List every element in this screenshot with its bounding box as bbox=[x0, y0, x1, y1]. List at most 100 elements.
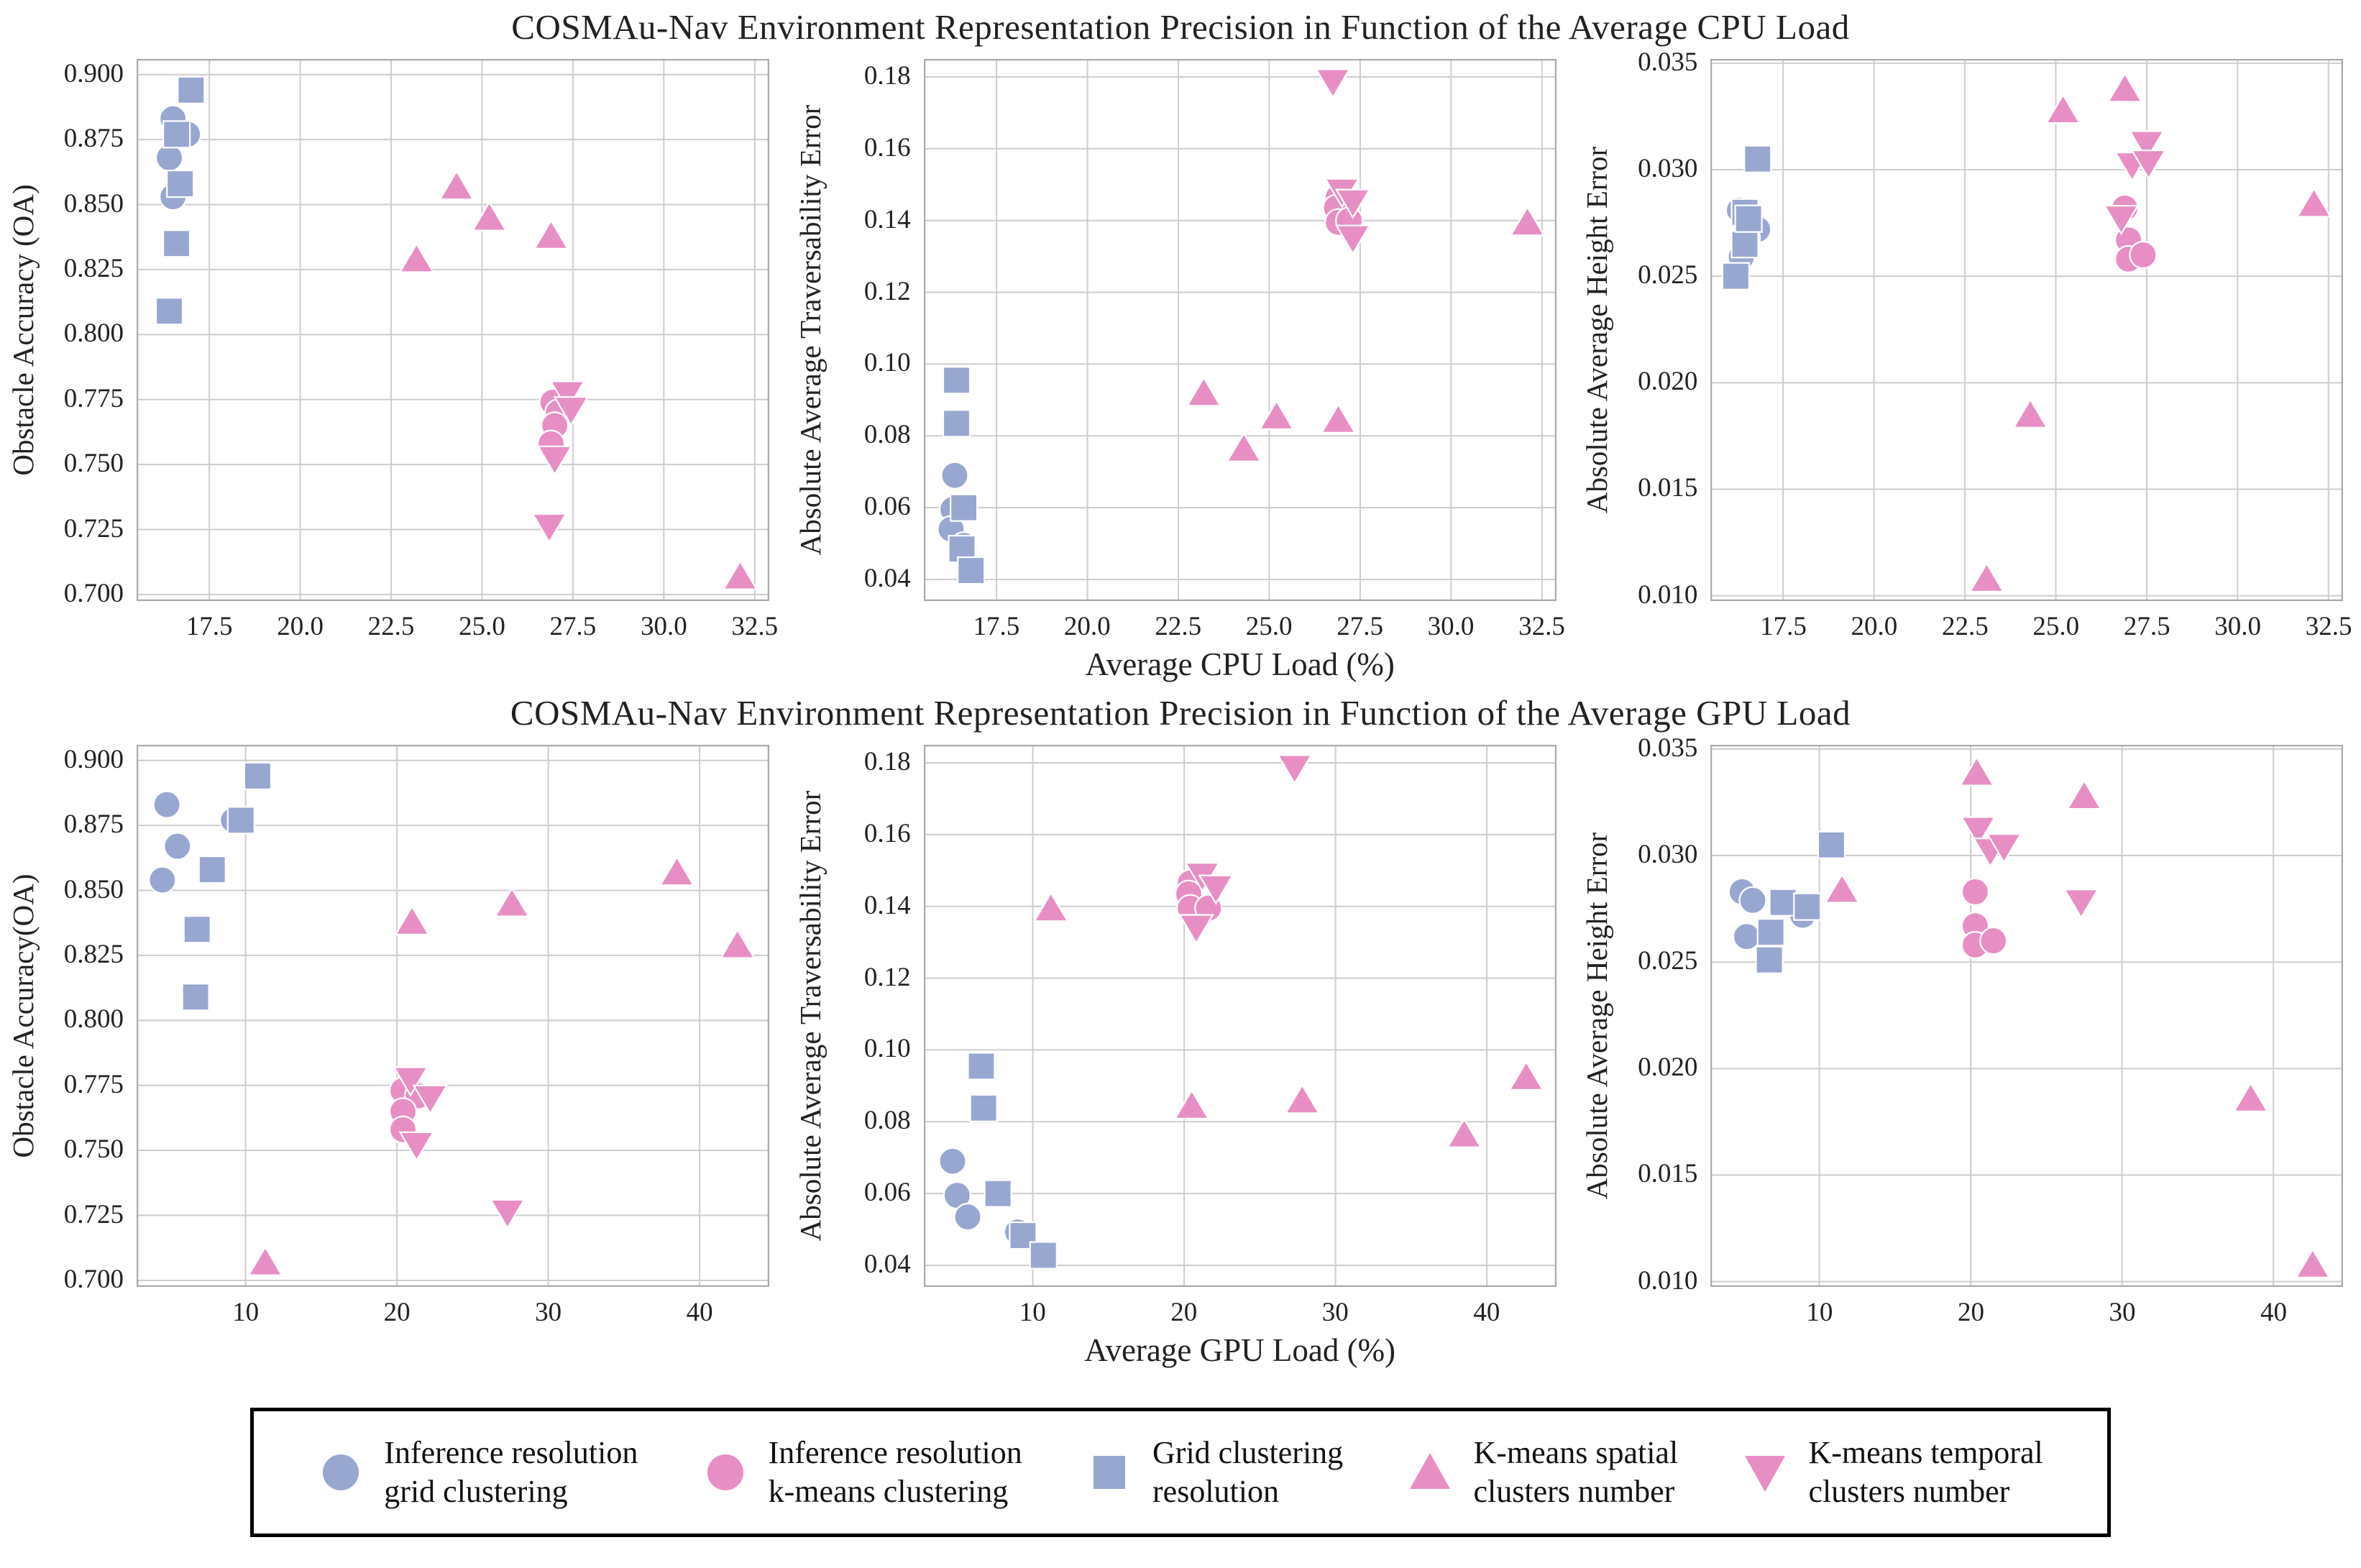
y-tick-label: 0.14 bbox=[863, 204, 911, 234]
plot-area bbox=[1710, 59, 2344, 601]
y-tick-label: 0.08 bbox=[863, 1106, 911, 1136]
data-point-triangle-up bbox=[2045, 93, 2081, 124]
plots-row-cpu: 17.5 20.0 22.5 25.0 27.5 30.0 32.5 0.900 0.875 0.… bbox=[0, 47, 2361, 686]
data-point-square bbox=[969, 1094, 998, 1122]
y-tick-label: 0.850 bbox=[63, 188, 124, 219]
x-tick-label: 10 bbox=[1019, 1298, 1046, 1327]
y-tick-label: 0.12 bbox=[863, 962, 911, 992]
x-tick-label: 20.0 bbox=[1063, 612, 1111, 641]
y-axis-label: Absolute Average Height Error bbox=[1580, 146, 1614, 514]
x-tick-label: 20 bbox=[1957, 1298, 1984, 1327]
data-point-triangle-down bbox=[1314, 68, 1351, 99]
legend-label: clusters number bbox=[1473, 1474, 1675, 1509]
x-tick-label: 30.0 bbox=[1427, 612, 1475, 641]
data-point-triangle-up bbox=[1186, 376, 1222, 407]
data-point-square bbox=[1029, 1241, 1058, 1270]
subplot-height-error-gpu: 10 20 30 40 0.035 0.030 0.025 0.020 0.015 0.010 Ab… bbox=[1574, 733, 2361, 1372]
circle-marker-icon bbox=[318, 1449, 364, 1495]
legend-label: Inference resolution bbox=[384, 1435, 638, 1471]
data-point-square bbox=[1743, 145, 1772, 173]
data-point-triangle-up bbox=[659, 856, 695, 886]
y-tick-label: 0.16 bbox=[863, 132, 911, 162]
x-tick-label: 30 bbox=[2109, 1298, 2136, 1327]
data-point-triangle-up bbox=[494, 886, 531, 917]
legend-label: resolution bbox=[1152, 1474, 1279, 1509]
plot-area bbox=[137, 59, 769, 601]
y-tick-label: 0.800 bbox=[63, 318, 124, 349]
data-point-triangle-up bbox=[533, 219, 569, 250]
x-tick-label: 32.5 bbox=[1518, 612, 1565, 641]
y-tick-label: 0.16 bbox=[863, 818, 911, 848]
data-point-square bbox=[243, 761, 272, 790]
y-tick-label: 0.04 bbox=[863, 564, 911, 594]
y-tick-label: 0.12 bbox=[863, 276, 911, 306]
data-point-square bbox=[162, 120, 191, 149]
y-tick-label: 0.800 bbox=[63, 1004, 124, 1035]
data-point-circle bbox=[2129, 240, 2158, 270]
x-tick-label: 27.5 bbox=[1337, 612, 1383, 641]
legend-label: Inference resolution bbox=[768, 1435, 1022, 1471]
data-point-triangle-down bbox=[1276, 754, 1313, 785]
y-tick-label: 0.010 bbox=[1638, 1265, 1698, 1296]
data-point-circle bbox=[152, 790, 181, 819]
data-point-triangle-up bbox=[1284, 1083, 1320, 1114]
data-point-circle bbox=[1738, 886, 1767, 914]
x-tick-label: 22.5 bbox=[367, 612, 415, 641]
data-point-triangle-up bbox=[2295, 1247, 2332, 1278]
x-tick-label: 27.5 bbox=[2123, 612, 2170, 641]
y-tick-label: 0.06 bbox=[863, 1178, 911, 1208]
circle-glyph bbox=[323, 1454, 359, 1490]
data-point-triangle-down bbox=[412, 1084, 449, 1115]
data-point-square bbox=[162, 229, 191, 258]
data-point-triangle-down bbox=[536, 445, 573, 477]
data-point-triangle-down bbox=[531, 513, 567, 544]
y-tick-label: 0.020 bbox=[1638, 1053, 1698, 1083]
data-point-square bbox=[226, 806, 255, 835]
triangle-down-glyph bbox=[1745, 1456, 1786, 1492]
y-tick-label: 0.900 bbox=[63, 744, 124, 774]
y-tick-label: 0.725 bbox=[63, 1199, 124, 1229]
y-tick-label: 0.08 bbox=[863, 420, 911, 450]
plot-border bbox=[137, 745, 769, 1287]
data-point-triangle-up bbox=[394, 904, 431, 936]
subplot-obstacle-accuracy-gpu: 10 20 30 40 0.900 0.875 0.850 0.825 0.800 0.775 0.… bbox=[0, 741, 787, 1372]
legend-label: K-means temporal bbox=[1808, 1435, 2043, 1471]
data-point-triangle-up bbox=[1958, 756, 1995, 787]
x-tick-label: 30.0 bbox=[2214, 612, 2262, 641]
data-point-triangle-down bbox=[489, 1198, 526, 1230]
data-point-triangle-up bbox=[1446, 1117, 1482, 1148]
y-tick-label: 0.035 bbox=[1638, 733, 1698, 763]
y-tick-label: 0.04 bbox=[863, 1250, 911, 1280]
x-axis-label: Average GPU Load (%) bbox=[1084, 1332, 1396, 1368]
subplot-height-error-cpu: 17.5 20.0 22.5 25.0 27.5 30.0 32.5 0.035 0.030 0.… bbox=[1574, 47, 2361, 686]
plot-border bbox=[1710, 745, 2344, 1287]
data-point-square bbox=[1769, 888, 1797, 917]
data-point-square bbox=[1755, 945, 1784, 974]
x-tick-label: 20 bbox=[383, 1298, 411, 1327]
subplot-traversability-error-gpu: 10 20 30 40 0.18 0.16 0.14 0.12 0.10 0.08 0.06 0.04… bbox=[787, 741, 1574, 1372]
y-tick-label: 0.015 bbox=[1638, 473, 1698, 503]
data-point-circle bbox=[940, 461, 969, 490]
data-point-circle bbox=[1733, 922, 1761, 951]
plot-area bbox=[923, 745, 1557, 1287]
data-point-triangle-up bbox=[439, 170, 475, 201]
data-point-triangle-up bbox=[1968, 561, 2005, 592]
y-tick-label: 0.775 bbox=[63, 1069, 124, 1099]
data-point-square bbox=[1793, 892, 1822, 921]
data-point-triangle-down bbox=[1334, 224, 1371, 255]
x-tick-label: 25.0 bbox=[2032, 612, 2080, 641]
data-point-triangle-up bbox=[398, 242, 435, 273]
x-tick-label: 20 bbox=[1170, 1298, 1198, 1327]
x-tick-label: 27.5 bbox=[549, 612, 597, 641]
data-point-square bbox=[198, 855, 226, 884]
y-tick-label: 0.18 bbox=[863, 746, 911, 776]
y-tick-label: 0.14 bbox=[863, 890, 911, 920]
data-point-triangle-up bbox=[1508, 1060, 1544, 1091]
x-tick-label: 32.5 bbox=[2305, 612, 2352, 641]
square-marker-icon bbox=[1086, 1449, 1132, 1495]
data-point-triangle-down bbox=[553, 396, 590, 427]
data-point-circle bbox=[163, 832, 192, 861]
data-point-square bbox=[967, 1052, 996, 1081]
y-tick-label: 0.015 bbox=[1638, 1159, 1698, 1189]
figure-row-gpu: COSMAu-Nav Environment Representation Pr… bbox=[0, 686, 2361, 1372]
